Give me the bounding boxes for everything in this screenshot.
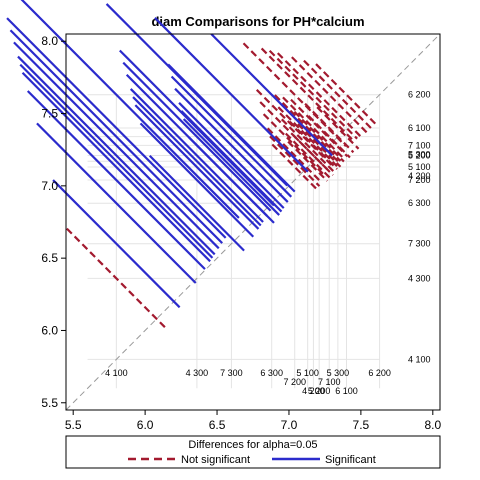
level-label-bottom: 6 200: [368, 368, 391, 378]
legend-label-significant: Significant: [325, 454, 376, 466]
x-tick-label: 8.0: [424, 418, 441, 432]
y-tick-label: 6.5: [41, 251, 58, 265]
level-label-right: 6 100: [408, 123, 431, 133]
legend-title: Differences for alpha=0.05: [188, 439, 317, 451]
legend-label-not-significant: Not significant: [181, 454, 250, 466]
y-tick-label: 5.5: [41, 396, 58, 410]
level-label-bottom: 6 100: [335, 386, 358, 396]
level-label-bottom: 6 300: [260, 368, 283, 378]
level-label-bottom: 4 100: [105, 368, 128, 378]
level-label-right: 6 200: [408, 90, 431, 100]
x-tick-label: 6.0: [137, 418, 154, 432]
level-label-bottom: 4 300: [186, 368, 209, 378]
level-label-bottom: 7 300: [220, 368, 243, 378]
level-label-right: 4 200: [408, 171, 431, 181]
chart-title: diam Comparisons for PH*calcium: [151, 14, 364, 29]
level-label-right: 7 300: [408, 239, 431, 249]
level-label-right: 4 100: [408, 354, 431, 364]
level-label-right: 4 300: [408, 273, 431, 283]
y-tick-label: 6.0: [41, 323, 58, 337]
level-label-bottom: 5 200: [308, 386, 331, 396]
y-tick-label: 7.0: [41, 179, 58, 193]
level-label-bottom: 5 100: [296, 368, 319, 378]
level-label-right: 6 300: [408, 198, 431, 208]
x-tick-label: 7.0: [281, 418, 298, 432]
x-tick-label: 5.5: [65, 418, 82, 432]
x-tick-label: 7.5: [353, 418, 370, 432]
y-tick-label: 7.5: [41, 107, 58, 121]
y-tick-label: 8.0: [41, 34, 58, 48]
level-label-right: 5 300: [408, 149, 431, 159]
level-label-bottom: 5 300: [327, 368, 350, 378]
x-tick-label: 6.5: [209, 418, 226, 432]
